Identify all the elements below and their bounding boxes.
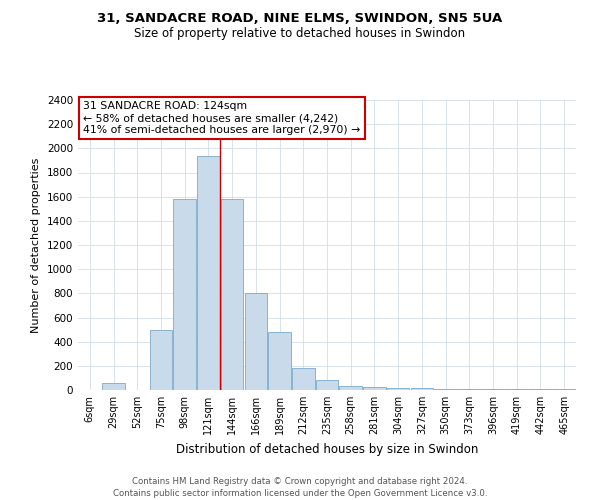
Bar <box>363 387 386 390</box>
Bar <box>221 199 244 390</box>
Bar <box>268 332 291 390</box>
Bar <box>245 294 267 390</box>
Bar <box>103 384 125 390</box>
Bar <box>316 380 338 390</box>
Bar <box>458 389 481 390</box>
Text: 31, SANDACRE ROAD, NINE ELMS, SWINDON, SN5 5UA: 31, SANDACRE ROAD, NINE ELMS, SWINDON, S… <box>97 12 503 26</box>
X-axis label: Distribution of detached houses by size in Swindon: Distribution of detached houses by size … <box>176 442 478 456</box>
Bar <box>173 199 196 390</box>
Y-axis label: Number of detached properties: Number of detached properties <box>31 158 41 332</box>
Text: Size of property relative to detached houses in Swindon: Size of property relative to detached ho… <box>134 28 466 40</box>
Bar <box>434 389 457 390</box>
Bar <box>292 368 314 390</box>
Bar <box>197 156 220 390</box>
Bar <box>387 388 409 390</box>
Text: Contains public sector information licensed under the Open Government Licence v3: Contains public sector information licen… <box>113 489 487 498</box>
Text: Contains HM Land Registry data © Crown copyright and database right 2024.: Contains HM Land Registry data © Crown c… <box>132 478 468 486</box>
Text: 31 SANDACRE ROAD: 124sqm
← 58% of detached houses are smaller (4,242)
41% of sem: 31 SANDACRE ROAD: 124sqm ← 58% of detach… <box>83 102 360 134</box>
Bar <box>150 330 172 390</box>
Bar <box>410 388 433 390</box>
Bar <box>340 386 362 390</box>
